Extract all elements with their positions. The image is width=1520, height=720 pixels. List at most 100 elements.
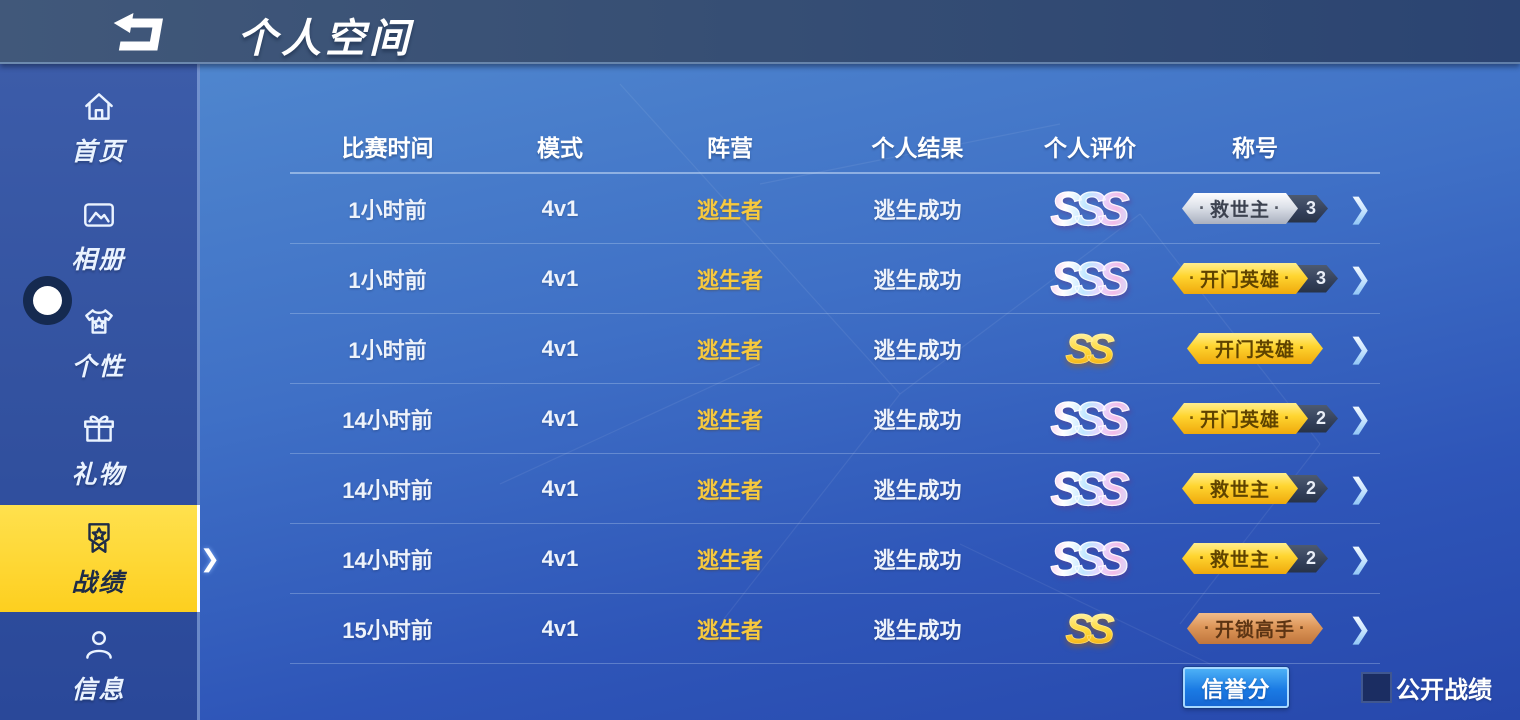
rating-letters: SS (1065, 607, 1115, 650)
public-records-checkbox[interactable] (1361, 672, 1392, 703)
match-time: 14小时前 (342, 477, 433, 503)
title-badge-label: 开锁高手 (1214, 620, 1295, 641)
header-mode: 模式 (537, 135, 583, 161)
badge-dot-right: · (1284, 268, 1291, 288)
match-mode: 4v1 (541, 615, 579, 641)
table-row[interactable]: 14小时前 4v1 逃生者 逃生成功 SSS · 救世主 · 2 ❯ (290, 524, 1380, 594)
title-badge-label: 开门英雄 (1214, 340, 1295, 361)
chevron-right-icon: ❯ (1348, 613, 1372, 644)
personal-rating: SSS (1010, 394, 1170, 442)
match-mode: 4v1 (541, 335, 579, 361)
badge-dot-right: · (1274, 478, 1281, 498)
faction: 逃生者 (696, 337, 763, 363)
title-badge: · 救世主 · (1182, 473, 1298, 504)
faction: 逃生者 (696, 617, 763, 643)
header-match-time: 比赛时间 (341, 135, 434, 161)
sidebar-item-personality[interactable]: 个性 ❯ (0, 289, 197, 397)
table-row[interactable]: 1小时前 4v1 逃生者 逃生成功 SSS · 开门英雄 · 3 ❯ (290, 244, 1380, 314)
row-chevron[interactable]: ❯ (1340, 332, 1380, 365)
header-title: 称号 (1232, 135, 1278, 161)
faction: 逃生者 (696, 477, 763, 503)
sidebar-item-label: 战绩 (71, 568, 126, 597)
chevron-right-icon: ❯ (1348, 403, 1372, 434)
personal-rating: SS (1010, 607, 1170, 650)
row-chevron[interactable]: ❯ (1340, 262, 1380, 295)
personal-rating: SSS (1010, 464, 1170, 512)
title-badge-label: 救世主 (1209, 550, 1270, 571)
gift-icon (80, 411, 118, 449)
row-chevron[interactable]: ❯ (1340, 472, 1380, 505)
match-time: 1小时前 (348, 267, 427, 293)
personal-result: 逃生成功 (873, 197, 962, 223)
match-time: 14小时前 (342, 407, 433, 433)
sidebar-item-album[interactable]: 相册 ❯ (0, 182, 197, 290)
personal-result: 逃生成功 (873, 267, 962, 293)
title-cell: · 开锁高手 · (1170, 613, 1340, 644)
match-mode: 4v1 (541, 405, 579, 431)
badge-dot-right: · (1299, 618, 1306, 638)
table-row[interactable]: 14小时前 4v1 逃生者 逃生成功 SSS · 开门英雄 · 2 ❯ (290, 384, 1380, 454)
badge-dot-left: · (1188, 268, 1196, 288)
personal-result: 逃生成功 (873, 547, 962, 573)
table-body: 1小时前 4v1 逃生者 逃生成功 SSS · 救世主 · 3 ❯ 1小时前 4… (290, 174, 1380, 664)
badge-dot-right: · (1299, 338, 1306, 358)
credit-score-button[interactable]: 信誉分 (1183, 667, 1289, 708)
match-mode: 4v1 (541, 195, 579, 221)
table-row[interactable]: 1小时前 4v1 逃生者 逃生成功 SS · 开门英雄 · ❯ (290, 314, 1380, 384)
home-icon (80, 88, 118, 126)
personal-result: 逃生成功 (873, 337, 962, 363)
rating-letters: SSS (1050, 534, 1130, 582)
badge-dot-right: · (1274, 548, 1281, 568)
sidebar-item-home[interactable]: 首页 ❯ (0, 74, 197, 182)
person-icon (80, 626, 118, 664)
back-button[interactable] (104, 10, 168, 54)
match-time: 15小时前 (342, 617, 433, 643)
personal-rating: SSS (1010, 184, 1170, 232)
match-mode: 4v1 (541, 475, 579, 501)
title-cell: · 开门英雄 · 3 (1170, 263, 1340, 294)
table-row[interactable]: 15小时前 4v1 逃生者 逃生成功 SS · 开锁高手 · ❯ (290, 594, 1380, 664)
row-chevron[interactable]: ❯ (1340, 402, 1380, 435)
chevron-right-icon: ❯ (1348, 333, 1372, 364)
main-content: 比赛时间 模式 阵营 个人结果 个人评价 称号 1小时前 4v1 逃生者 逃生成… (200, 64, 1520, 720)
footer-bar: 信誉分 公开战绩 (1183, 667, 1492, 708)
row-chevron[interactable]: ❯ (1340, 612, 1380, 645)
faction: 逃生者 (696, 547, 763, 573)
faction: 逃生者 (696, 407, 763, 433)
album-icon (80, 196, 118, 234)
faction: 逃生者 (696, 197, 763, 223)
chevron-right-icon: ❯ (1348, 543, 1372, 574)
row-chevron[interactable]: ❯ (1340, 192, 1380, 225)
title-cell: · 救世主 · 2 (1170, 473, 1340, 504)
title-badge-label: 救世主 (1209, 480, 1270, 501)
title-cell: · 开门英雄 · (1170, 333, 1340, 364)
title-cell: · 开门英雄 · 2 (1170, 403, 1340, 434)
table-row[interactable]: 14小时前 4v1 逃生者 逃生成功 SSS · 救世主 · 2 ❯ (290, 454, 1380, 524)
table-row[interactable]: 1小时前 4v1 逃生者 逃生成功 SSS · 救世主 · 3 ❯ (290, 174, 1380, 244)
sidebar-item-label: 个性 (71, 353, 126, 382)
personal-rating: SSS (1010, 534, 1170, 582)
badge-dot-left: · (1198, 478, 1206, 498)
chevron-right-icon: ❯ (1348, 263, 1372, 294)
title-badge: · 开门英雄 · (1172, 263, 1308, 294)
records-table: 比赛时间 模式 阵营 个人结果 个人评价 称号 1小时前 4v1 逃生者 逃生成… (290, 120, 1380, 664)
camera-cutout (33, 286, 62, 315)
badge-dot-left: · (1203, 338, 1211, 358)
table-header: 比赛时间 模式 阵营 个人结果 个人评价 称号 (290, 120, 1380, 174)
rating-letters: SSS (1050, 464, 1130, 512)
title-badge-label: 救世主 (1209, 200, 1270, 221)
badge-dot-left: · (1198, 548, 1206, 568)
badge-dot-right: · (1274, 198, 1281, 218)
title-badge: · 开门英雄 · (1172, 403, 1308, 434)
badge-dot-right: · (1284, 408, 1291, 428)
sidebar-item-gifts[interactable]: 礼物 ❯ (0, 397, 197, 505)
sidebar-item-records[interactable]: 战绩 ❯ (0, 504, 220, 613)
badge-dot-left: · (1198, 198, 1206, 218)
sidebar-item-info[interactable]: 信息 ❯ (0, 612, 197, 720)
rating-letters: SSS (1050, 254, 1130, 302)
sidebar-item-label: 相册 (71, 245, 126, 274)
row-chevron[interactable]: ❯ (1340, 542, 1380, 575)
sidebar-item-label: 信息 (71, 676, 126, 705)
page-title: 个人空间 (237, 17, 413, 61)
title-cell: · 救世主 · 3 (1170, 193, 1340, 224)
